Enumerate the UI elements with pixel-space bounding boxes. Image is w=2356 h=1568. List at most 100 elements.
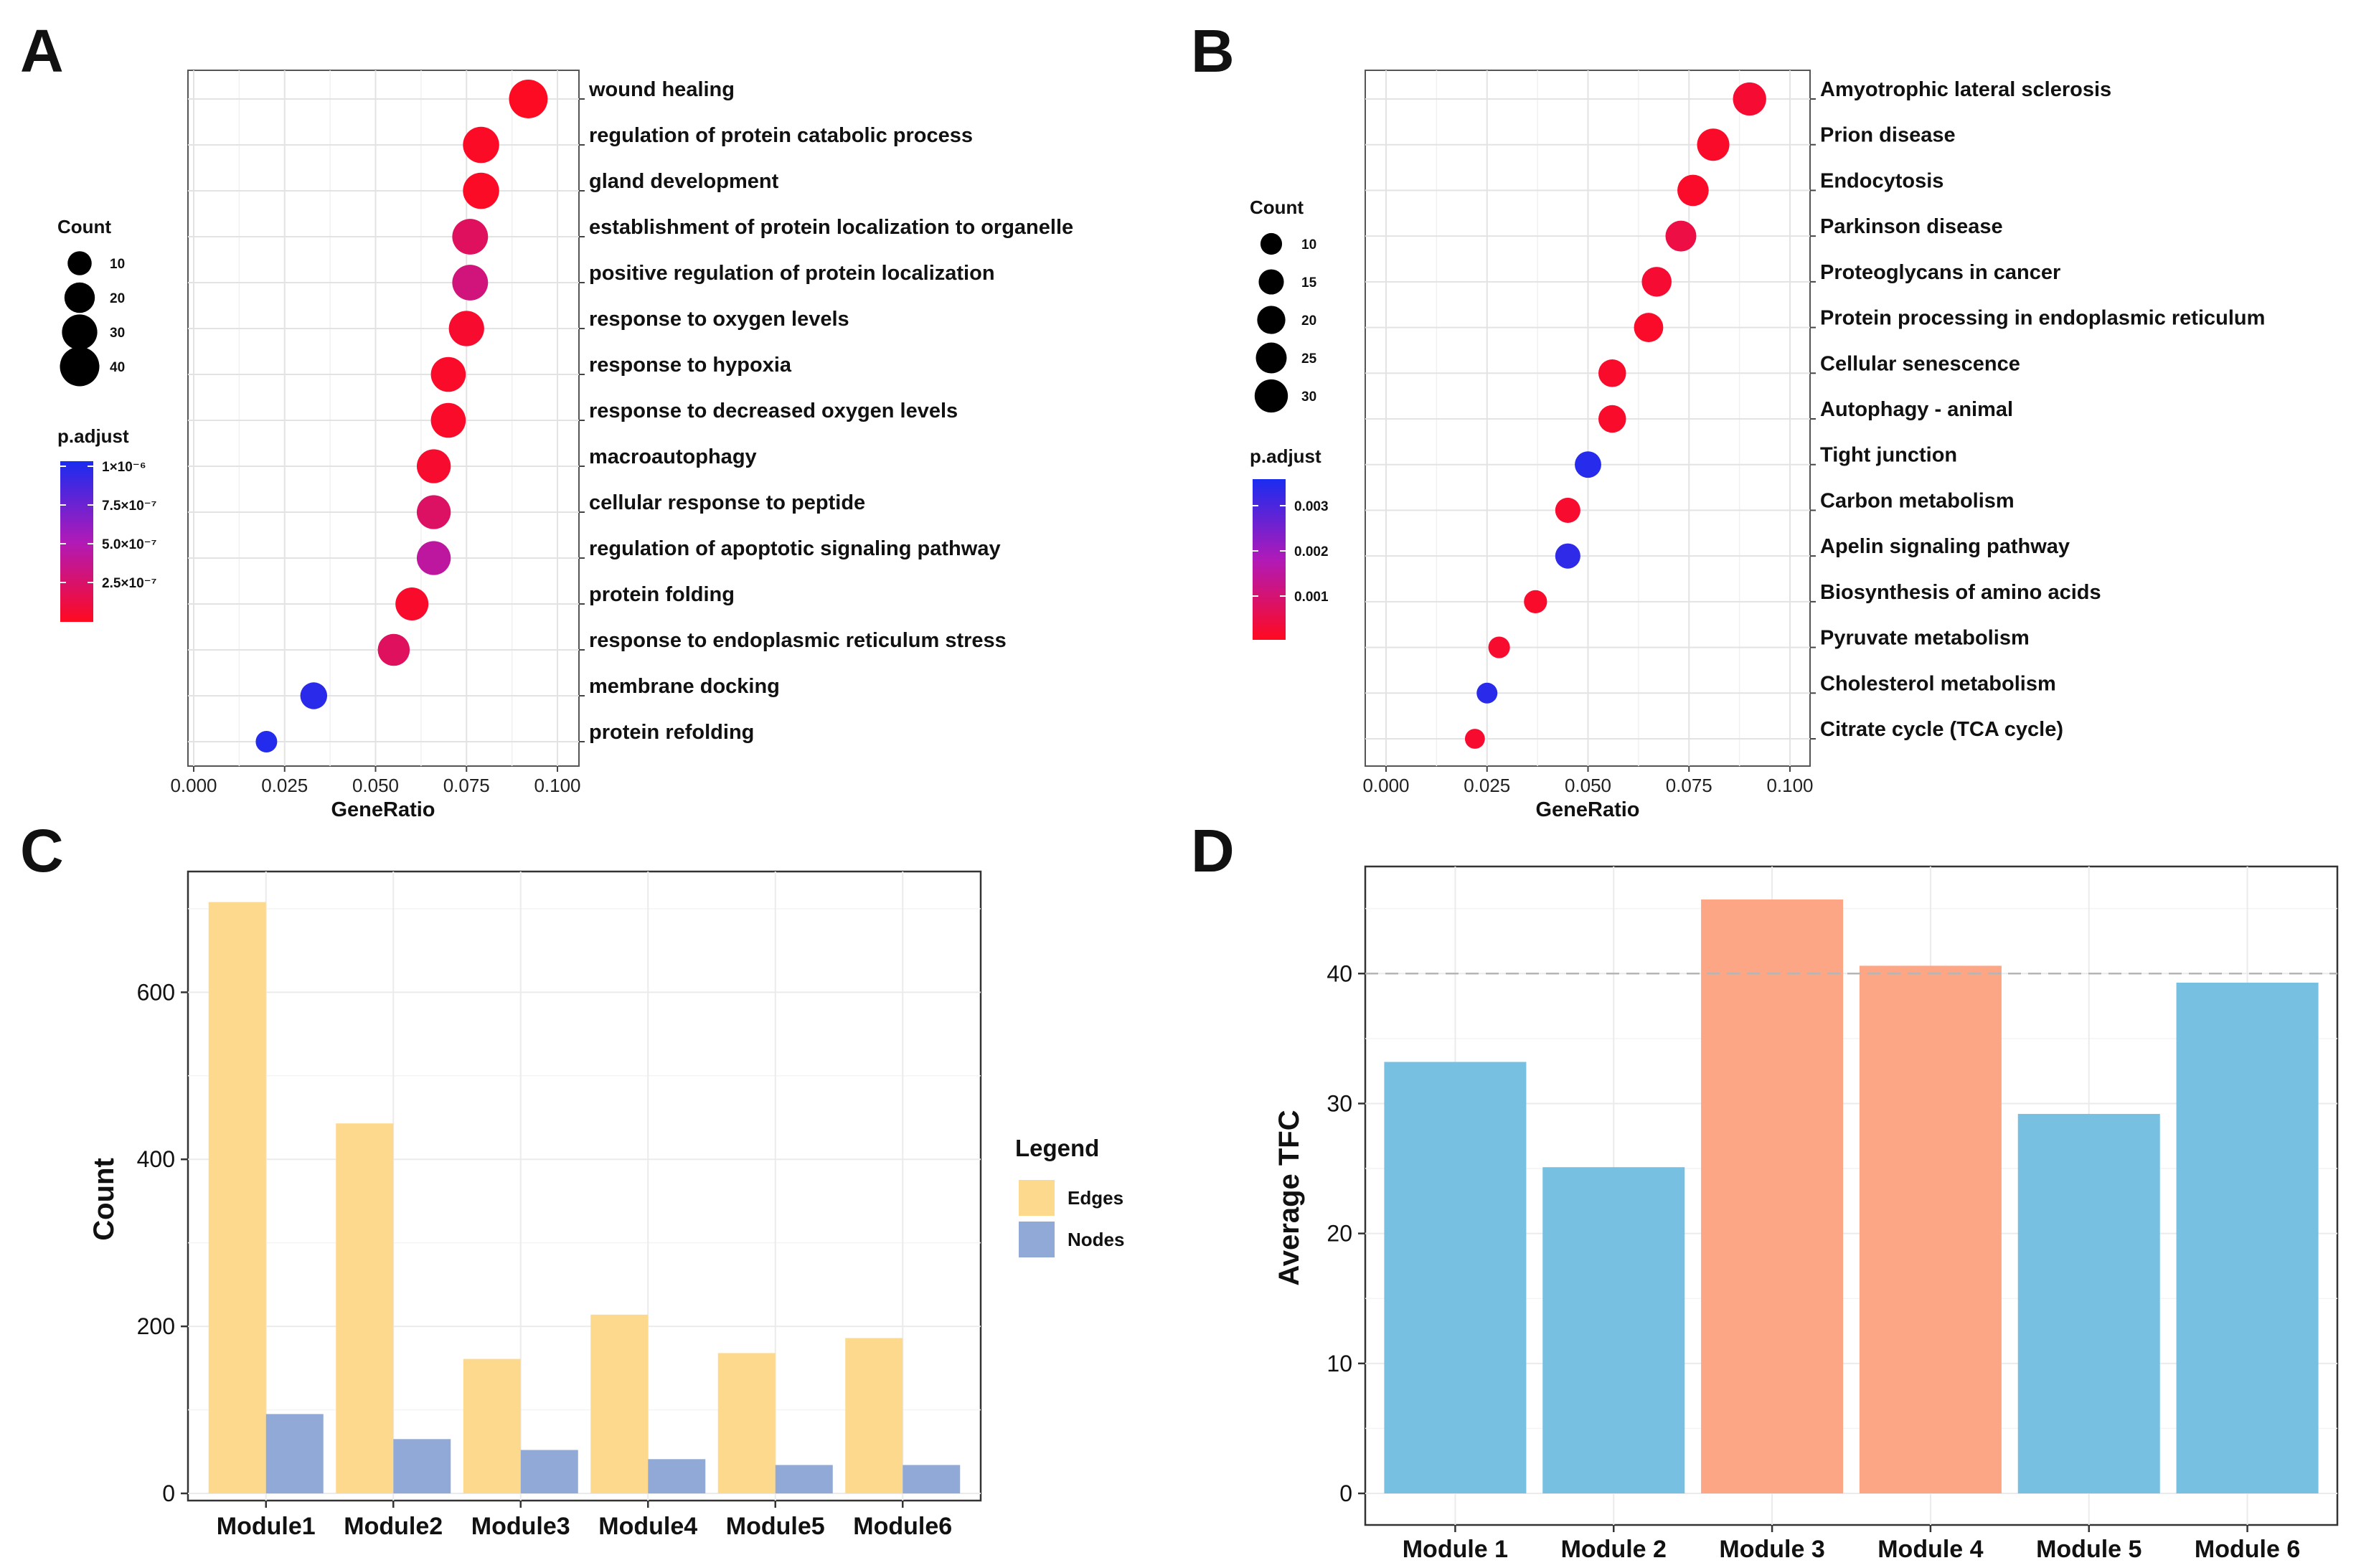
y-tick-label: 10 bbox=[1327, 1351, 1352, 1376]
data-point bbox=[1598, 359, 1626, 387]
bar-edges bbox=[208, 902, 266, 1493]
bar bbox=[1384, 1062, 1527, 1493]
panel-letter-d: D bbox=[1191, 817, 1235, 884]
count-legend-dot bbox=[60, 346, 100, 387]
term-label: Citrate cycle (TCA cycle) bbox=[1820, 718, 2063, 741]
panel-d-plot-frame bbox=[1364, 865, 2339, 1526]
term-label: Pyruvate metabolism bbox=[1820, 627, 2030, 650]
x-tick-label: 0.075 bbox=[443, 775, 490, 796]
term-label: response to decreased oxygen levels bbox=[589, 400, 958, 422]
term-label: membrane docking bbox=[589, 675, 780, 698]
count-legend-dot bbox=[67, 251, 92, 275]
bar-nodes bbox=[775, 1465, 833, 1493]
count-legend-label: 30 bbox=[1301, 389, 1316, 405]
panel-a-padj-legend-labels: 1×10⁻⁶ 7.5×10⁻⁷ 5.0×10⁻⁷ 2.5×10⁻⁷ bbox=[60, 460, 157, 591]
panel-letter-c: C bbox=[20, 817, 64, 884]
term-label: Protein processing in endoplasmic reticu… bbox=[1820, 307, 2265, 330]
x-tick-label: Module 4 bbox=[1877, 1536, 1983, 1563]
term-label: protein folding bbox=[589, 583, 735, 606]
data-point bbox=[1697, 128, 1730, 161]
term-label: Parkinson disease bbox=[1820, 215, 2003, 238]
data-point bbox=[1677, 174, 1709, 207]
data-point bbox=[1524, 590, 1547, 613]
term-label: Endocytosis bbox=[1820, 169, 1943, 192]
data-point bbox=[1575, 451, 1601, 478]
data-point bbox=[1634, 313, 1664, 342]
term-label: macroautophagy bbox=[589, 445, 757, 468]
panel-a-term-labels: wound healing regulation of protein catab… bbox=[579, 78, 1073, 744]
x-tick-label: Module3 bbox=[471, 1513, 570, 1540]
panel-c-legend-title: Legend bbox=[1015, 1135, 1099, 1161]
y-tick-label: 40 bbox=[1327, 960, 1352, 986]
term-label: Biosynthesis of amino acids bbox=[1820, 581, 2101, 604]
count-legend-dot bbox=[62, 314, 98, 350]
y-tick-label: 30 bbox=[1327, 1090, 1352, 1116]
term-label: Carbon metabolism bbox=[1820, 489, 2015, 512]
padj-legend-label: 0.001 bbox=[1294, 590, 1329, 605]
data-point bbox=[1665, 220, 1697, 252]
term-label: Cellular senescence bbox=[1820, 352, 2020, 375]
data-point bbox=[1598, 405, 1626, 433]
bar-edges bbox=[590, 1314, 649, 1493]
bar-nodes bbox=[903, 1465, 961, 1493]
count-legend-dot bbox=[1258, 269, 1284, 295]
bar-nodes bbox=[265, 1414, 324, 1493]
term-label: response to oxygen levels bbox=[589, 308, 849, 331]
term-label: response to endoplasmic reticulum stress bbox=[589, 629, 1007, 652]
data-point bbox=[395, 587, 429, 620]
data-point bbox=[452, 265, 489, 301]
panel-b-dotplot: Amyotrophic lateral sclerosis Prion disea… bbox=[1250, 70, 2265, 821]
panel-b-x-ticks: 0.000 0.025 0.050 0.075 0.100 bbox=[1362, 766, 1814, 796]
panel-letter-a: A bbox=[20, 17, 64, 85]
panel-a-grid bbox=[188, 70, 579, 766]
x-tick-label: Module 2 bbox=[1561, 1536, 1667, 1563]
data-point bbox=[509, 80, 548, 118]
panel-b-padj-legend-title: p.adjust bbox=[1250, 445, 1321, 467]
data-point bbox=[1488, 636, 1510, 658]
term-label: Cholesterol metabolism bbox=[1820, 672, 2056, 695]
data-point bbox=[1555, 543, 1580, 569]
bar-edges bbox=[845, 1338, 903, 1493]
y-tick-label: 20 bbox=[1327, 1221, 1352, 1247]
data-point bbox=[1476, 682, 1498, 704]
x-tick-label: 0.075 bbox=[1666, 775, 1712, 796]
count-legend-dot bbox=[1260, 232, 1283, 255]
term-label: regulation of protein catabolic process bbox=[589, 124, 973, 147]
panel-a-padj-colorbar bbox=[60, 461, 93, 622]
x-tick-label: Module2 bbox=[344, 1513, 443, 1540]
term-label: regulation of apoptotic signaling pathwa… bbox=[589, 537, 1001, 560]
x-tick-label: Module6 bbox=[853, 1513, 952, 1540]
panel-c-bars bbox=[208, 902, 961, 1493]
term-label: Autophagy - animal bbox=[1820, 398, 2013, 421]
panel-c-legend: Edges Nodes bbox=[1019, 1180, 1124, 1257]
data-point bbox=[300, 682, 328, 709]
bar-nodes bbox=[393, 1439, 451, 1493]
count-legend-dot bbox=[64, 282, 95, 313]
panel-a-padj-legend-title: p.adjust bbox=[57, 425, 129, 447]
term-label: wound healing bbox=[588, 78, 735, 101]
data-point bbox=[255, 731, 278, 752]
panel-b-padj-colorbar bbox=[1253, 479, 1286, 640]
legend-label-edges: Edges bbox=[1068, 1187, 1123, 1209]
data-point bbox=[1641, 267, 1672, 297]
panel-a-dotplot: wound healing regulation of protein catab… bbox=[57, 70, 1073, 821]
term-label: Proteoglycans in cancer bbox=[1820, 261, 2060, 284]
panel-c-y-ticks: 0 200 400 600 bbox=[137, 979, 188, 1506]
panel-a-count-legend-title: Count bbox=[57, 216, 111, 237]
data-point bbox=[1464, 729, 1485, 749]
x-tick-label: 0.000 bbox=[1362, 775, 1409, 796]
data-point bbox=[416, 449, 451, 483]
padj-legend-label: 2.5×10⁻⁷ bbox=[102, 576, 157, 591]
data-point bbox=[1733, 82, 1766, 116]
x-tick-label: Module1 bbox=[217, 1513, 316, 1540]
padj-legend-label: 0.002 bbox=[1294, 544, 1329, 559]
x-tick-label: Module4 bbox=[598, 1513, 697, 1540]
data-point bbox=[452, 219, 489, 255]
count-legend-label: 30 bbox=[110, 326, 125, 341]
panel-a-x-axis-title: GeneRatio bbox=[331, 798, 435, 821]
term-label: Amyotrophic lateral sclerosis bbox=[1820, 78, 2111, 101]
term-label: positive regulation of protein localizat… bbox=[589, 262, 995, 285]
